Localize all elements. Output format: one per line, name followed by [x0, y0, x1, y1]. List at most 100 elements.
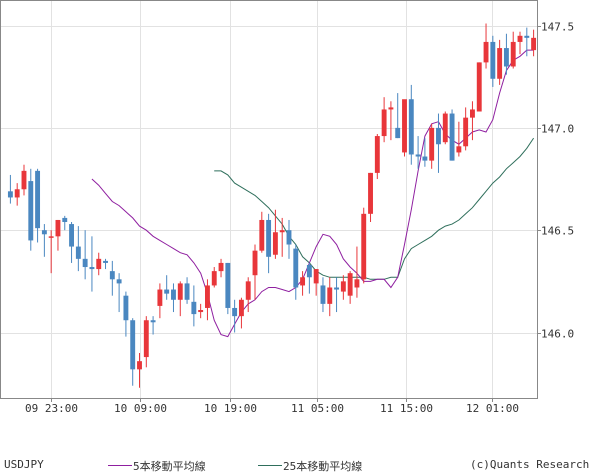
candle-up [300, 271, 306, 296]
symbol-label: USDJPY [4, 458, 44, 471]
candle-body [463, 117, 469, 147]
candle-body [137, 361, 142, 370]
plot-frame [0, 0, 538, 399]
candle-body [7, 191, 13, 198]
candle-up [354, 246, 360, 298]
candle-body [62, 217, 68, 223]
candle-down [7, 174, 13, 204]
candle-up [517, 31, 523, 55]
candle-body [340, 281, 346, 292]
x-tick-labels: 09 23:00 10 09:00 10 19:00 11 05:00 11 15:00… [25, 398, 519, 415]
candle-up [483, 23, 489, 69]
candle-body [497, 48, 503, 79]
candle-down [164, 275, 170, 300]
candle-body [157, 289, 163, 306]
candle-up [143, 316, 149, 368]
candle-body [429, 127, 435, 161]
candle-up [429, 123, 435, 169]
candle-up [252, 244, 258, 300]
candle-body [293, 248, 299, 288]
candle-body [41, 230, 47, 235]
candle-down [232, 299, 238, 333]
candle-up [361, 207, 367, 284]
candle-up [510, 31, 516, 69]
legend-ma5-label: 5本移動平均線 [133, 460, 206, 473]
candle-up [259, 211, 265, 253]
candle-down [28, 168, 34, 251]
candle-up [347, 271, 353, 304]
candle-up [211, 267, 217, 288]
candle-up [470, 101, 475, 141]
candle-up [531, 29, 537, 57]
candle-body [374, 136, 380, 173]
candle-body [524, 35, 530, 38]
candle-up [313, 269, 319, 296]
y-tick-label: 147.5 [541, 21, 574, 34]
candle-down [225, 262, 231, 315]
candle-up [177, 281, 183, 317]
candle-body [300, 277, 306, 286]
candle-down [395, 93, 401, 139]
candle-body [28, 181, 34, 241]
candle-body [422, 156, 428, 161]
candle-up [463, 107, 469, 151]
candle-down [306, 262, 312, 294]
candle-down [123, 291, 129, 337]
candle-up [157, 283, 163, 319]
ma5-line [91, 49, 534, 338]
candle-body [347, 273, 353, 296]
candle-body [531, 37, 537, 51]
candle-body [476, 62, 482, 112]
candle-body [177, 283, 183, 300]
candle-body [205, 285, 210, 308]
candle-up [48, 230, 54, 274]
candle-down [503, 33, 509, 75]
candle-body [408, 99, 414, 155]
candle-body [361, 213, 367, 280]
ma25-line [214, 137, 535, 280]
candle-body [75, 246, 81, 259]
candle-up [96, 252, 102, 276]
candles [7, 23, 537, 388]
candle-up [374, 134, 380, 180]
candle-down [415, 136, 421, 169]
candle-down [408, 84, 414, 165]
candle-body [334, 287, 339, 290]
candle-body [191, 301, 197, 315]
candle-body [442, 113, 448, 143]
y-tick-labels: 147.5 147.0 146.5 146.0 [537, 21, 574, 341]
candle-body [320, 285, 326, 304]
candle-body [286, 230, 292, 245]
candle-body [198, 310, 204, 313]
candle-body [150, 320, 156, 323]
candle-down [266, 213, 272, 274]
chart-footer: USDJPY 5本移動平均線 25本移動平均線 (c)Quants Resear… [0, 456, 600, 475]
legend-ma25-swatch [258, 465, 282, 466]
candle-body [517, 35, 523, 42]
candle-down [130, 318, 136, 386]
candle-down [150, 316, 156, 335]
candle-body [35, 170, 41, 229]
candle-body [266, 219, 272, 257]
candle-body [279, 230, 285, 233]
candle-up [137, 352, 142, 388]
candle-down [82, 230, 88, 280]
candle-body [143, 320, 149, 358]
candle-up [198, 303, 204, 319]
candle-body [245, 281, 251, 300]
x-tick-label: 10 19:00 [204, 402, 257, 415]
candle-up [456, 121, 462, 157]
candle-body [211, 271, 217, 286]
candle-body [82, 258, 88, 268]
candle-down [436, 113, 441, 173]
candle-down [191, 285, 197, 327]
candle-body [89, 267, 95, 270]
candle-body [368, 172, 373, 214]
y-tick-label: 146.5 [541, 225, 574, 238]
candle-up [238, 297, 244, 329]
candle-up [388, 101, 394, 141]
candle-down [103, 258, 108, 270]
candle-body [259, 219, 265, 251]
candle-up [279, 217, 285, 257]
candle-down [171, 283, 176, 313]
